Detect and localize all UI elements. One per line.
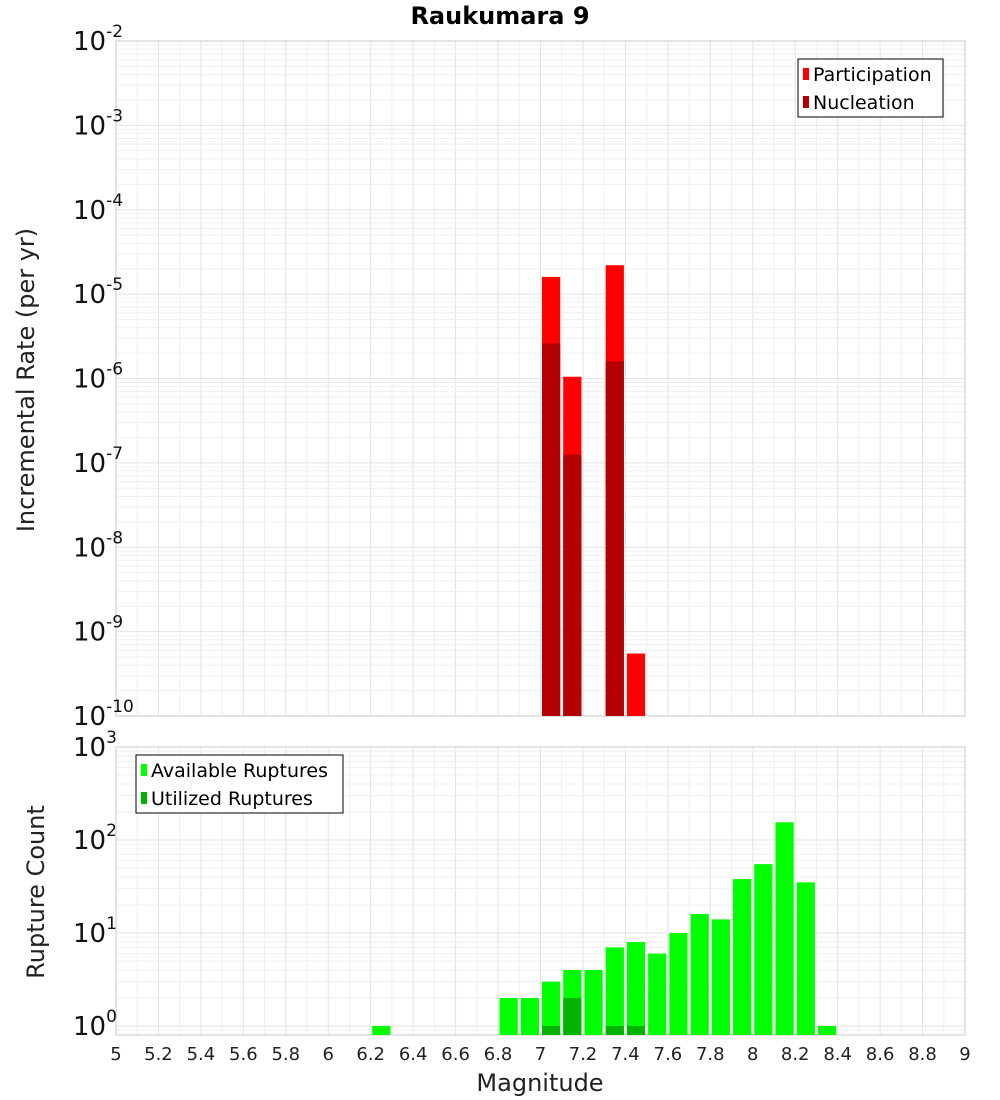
y-tick-label: 10-10 xyxy=(73,697,134,732)
top-y-axis-label: Incremental Rate (per yr) xyxy=(12,228,40,532)
legend-entry: Available Ruptures xyxy=(151,760,328,782)
y-tick-label: 10-6 xyxy=(73,360,123,395)
top-bar-nucleation xyxy=(542,343,561,716)
bottom-bars xyxy=(372,822,837,1035)
x-tick-label: 5.6 xyxy=(229,1044,258,1065)
y-tick-label: 101 xyxy=(73,914,117,949)
y-tick-label: 102 xyxy=(73,821,117,856)
legend-swatch xyxy=(141,792,147,804)
bot-bar-available-ruptures xyxy=(669,932,688,1035)
bottom-y-axis-label: Rupture Count xyxy=(22,805,50,979)
bot-bar-available-ruptures xyxy=(605,947,624,1035)
top-legend-box xyxy=(797,58,944,118)
x-tick-label: 6.4 xyxy=(399,1044,428,1065)
bot-bar-available-ruptures xyxy=(372,1025,391,1035)
top-grid xyxy=(115,40,966,717)
top-plot-border xyxy=(115,40,966,717)
legend-entry: Nucleation xyxy=(813,92,915,114)
legend-entry: Participation xyxy=(813,64,932,86)
x-tick-label: 5.4 xyxy=(187,1044,216,1065)
bot-bar-utilized-ruptures xyxy=(563,997,582,1035)
bot-bar-available-ruptures xyxy=(817,1025,837,1035)
bot-bar-available-ruptures xyxy=(711,919,731,1035)
y-tick-label: 10-4 xyxy=(73,191,123,226)
y-tick-label: 10-5 xyxy=(73,275,123,310)
x-tick-label: 8 xyxy=(747,1044,758,1065)
y-tick-label: 10-3 xyxy=(73,106,123,141)
x-tick-label: 7.2 xyxy=(569,1044,598,1065)
legend-entry: Utilized Ruptures xyxy=(151,788,313,810)
x-ticks: 5 5.2 5.4 5.6 5.8 6 6.2 6.4 6.6 6.8 7 7.2 7.4 7.6 7.8 8… xyxy=(110,1044,970,1065)
x-tick-label: 6.6 xyxy=(441,1044,470,1065)
legend-swatch xyxy=(803,96,809,108)
x-tick-label: 7 xyxy=(535,1044,546,1065)
bot-bar-utilized-ruptures xyxy=(542,1025,561,1035)
x-tick-label: 9 xyxy=(959,1044,970,1065)
x-tick-label: 6.8 xyxy=(484,1044,513,1065)
x-tick-label: 5.8 xyxy=(271,1044,300,1065)
bot-bar-available-ruptures xyxy=(542,981,561,1035)
bot-bar-available-ruptures xyxy=(520,997,539,1035)
y-tick-label: 103 xyxy=(73,728,117,763)
top-y-ticks: 10-2 10-3 10-4 10-5 10-6 10-7 10-8 10-9 10-10 xyxy=(73,22,134,732)
y-tick-label: 100 xyxy=(73,1007,117,1042)
top-panel: 10-2 10-3 10-4 10-5 10-6 10-7 10-8 10-9 10-10 In… xyxy=(12,22,966,732)
legend-swatch xyxy=(141,764,147,776)
bot-legend-box xyxy=(135,754,344,814)
bot-bar-utilized-ruptures xyxy=(626,1025,646,1035)
bot-bar-available-ruptures xyxy=(648,953,667,1035)
x-tick-label: 6 xyxy=(323,1044,334,1065)
bottom-legend: Available Ruptures Utilized Ruptures xyxy=(135,754,344,814)
x-tick-label: 5.2 xyxy=(144,1044,173,1065)
bot-bar-available-ruptures xyxy=(499,997,518,1035)
x-tick-label: 7.6 xyxy=(654,1044,683,1065)
y-tick-label: 10-7 xyxy=(73,444,123,479)
bottom-panel: 103 102 101 100 Rupture Count Available Rup… xyxy=(22,728,971,1097)
x-tick-label: 5 xyxy=(110,1044,121,1065)
x-tick-label: 8.4 xyxy=(823,1044,852,1065)
x-tick-label: 8.2 xyxy=(781,1044,810,1065)
chart-title: Raukumara 9 xyxy=(410,2,589,30)
y-tick-label: 10-8 xyxy=(73,528,123,563)
x-axis-label: Magnitude xyxy=(476,1069,603,1097)
x-tick-label: 8.6 xyxy=(866,1044,895,1065)
bot-bar-available-ruptures xyxy=(796,882,815,1035)
legend-swatch xyxy=(803,68,809,80)
bot-bar-available-ruptures xyxy=(584,969,603,1035)
bot-bar-available-ruptures xyxy=(775,822,794,1035)
x-tick-label: 6.2 xyxy=(356,1044,385,1065)
top-bars xyxy=(542,265,646,716)
bot-bar-available-ruptures xyxy=(754,864,773,1035)
top-bar-nucleation xyxy=(605,361,624,716)
top-bar-nucleation xyxy=(563,454,582,716)
y-tick-label: 10-9 xyxy=(73,613,123,648)
bot-plot-border xyxy=(115,746,966,1036)
bottom-y-ticks: 103 102 101 100 xyxy=(73,728,117,1042)
top-legend: Participation Nucleation xyxy=(797,58,944,118)
bot-bar-available-ruptures xyxy=(626,942,646,1035)
x-tick-label: 7.8 xyxy=(696,1044,725,1065)
bot-bar-available-ruptures xyxy=(733,879,752,1035)
x-tick-label: 7.4 xyxy=(611,1044,640,1065)
bot-bar-available-ruptures xyxy=(690,914,709,1035)
x-tick-label: 8.8 xyxy=(908,1044,937,1065)
bot-bar-utilized-ruptures xyxy=(605,1025,624,1035)
top-bar-participation xyxy=(626,653,646,716)
y-tick-label: 10-2 xyxy=(73,22,123,57)
